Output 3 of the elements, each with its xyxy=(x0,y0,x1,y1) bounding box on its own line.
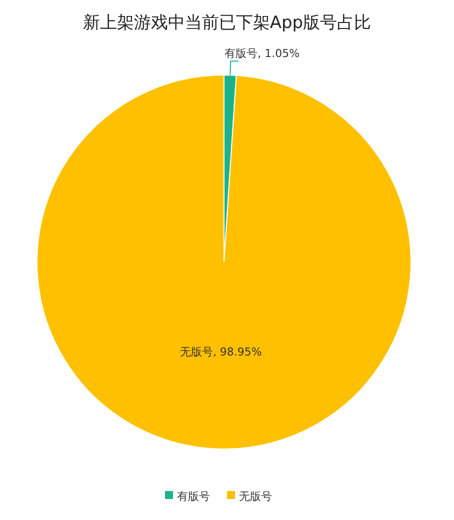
legend-label: 无版号 xyxy=(239,490,272,503)
legend-label: 有版号 xyxy=(177,490,210,503)
title: 新上架游戏中当前已下架App版号占比 xyxy=(82,13,372,33)
